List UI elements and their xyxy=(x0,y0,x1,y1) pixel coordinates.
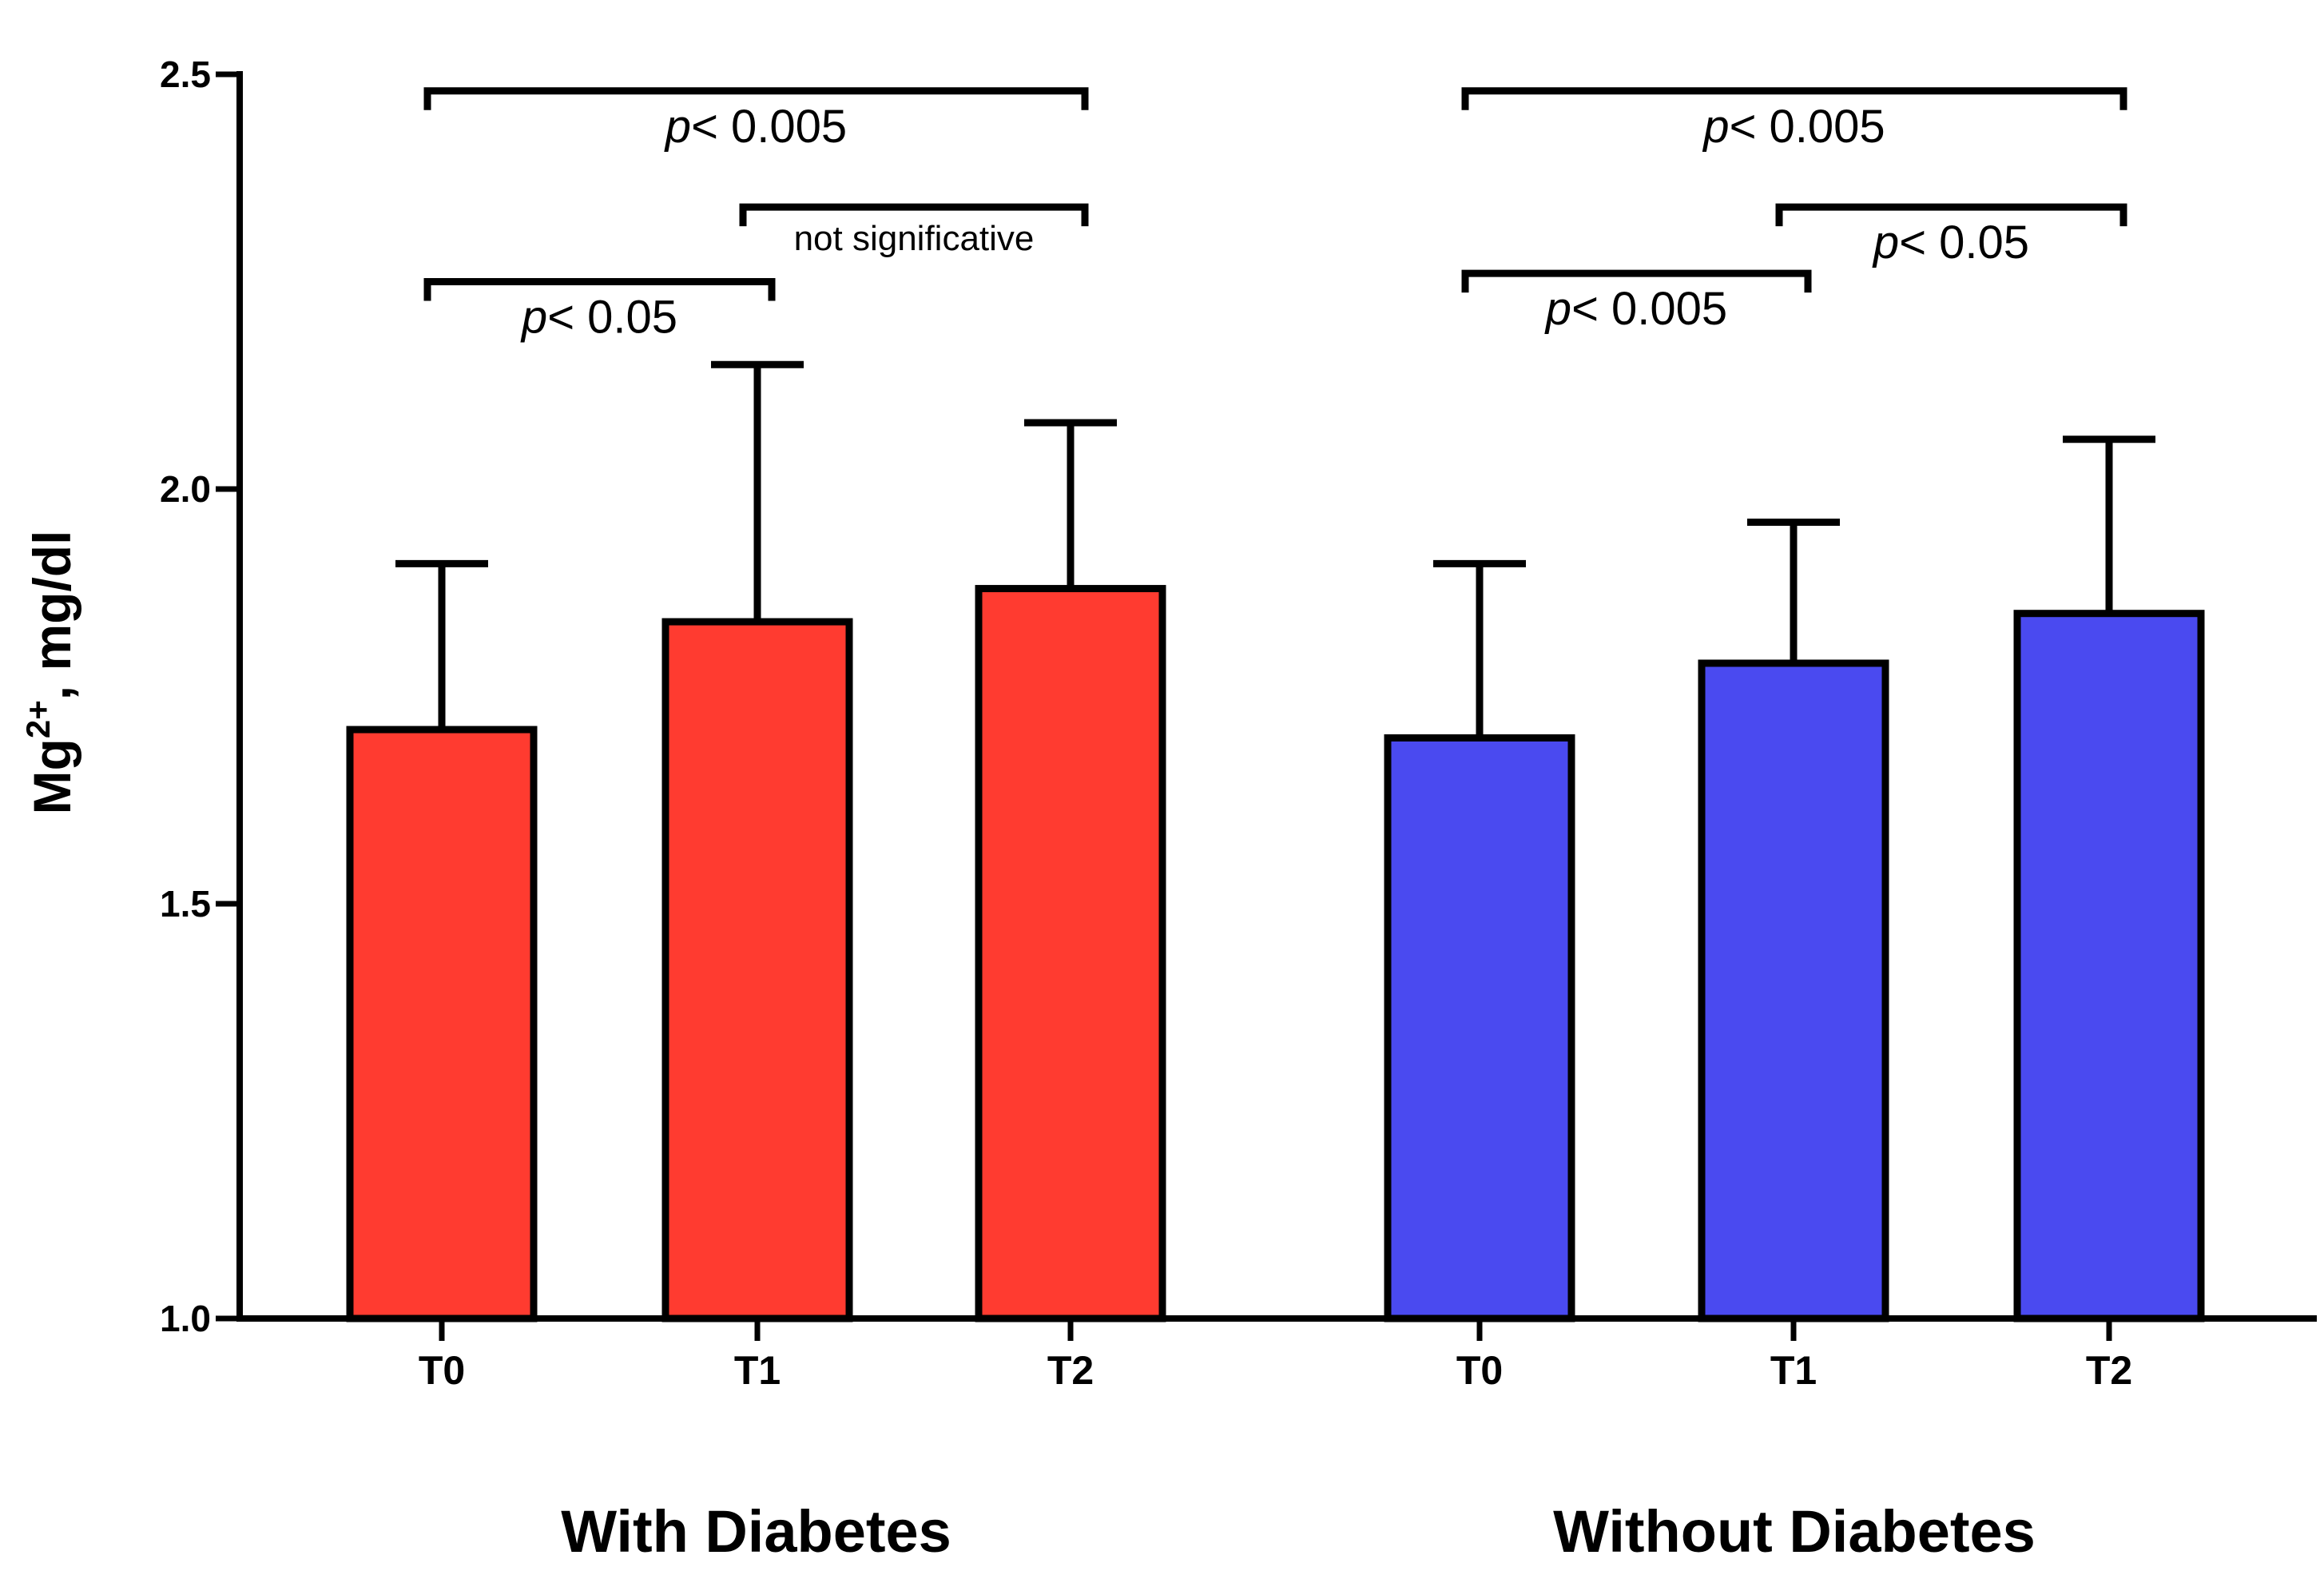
significance-bracket xyxy=(1461,269,1812,293)
x-tick-label: T0 xyxy=(1456,1348,1503,1393)
x-tick-label: T0 xyxy=(419,1348,465,1393)
significance-label: not significative xyxy=(794,219,1035,258)
bar xyxy=(975,585,1166,1322)
bar xyxy=(1698,659,1889,1322)
y-axis-label-main: Mg xyxy=(22,738,81,814)
bar xyxy=(346,726,538,1322)
group-label: Without Diabetes xyxy=(1553,1498,2036,1565)
y-axis-label-unit: , mg/dl xyxy=(22,531,81,701)
significance-label-p: p xyxy=(1702,101,1729,153)
x-tick-label: T2 xyxy=(1047,1348,1094,1393)
y-axis-label-superscript: 2+ xyxy=(19,700,57,738)
bar xyxy=(1384,734,1575,1322)
significance-label-p: p xyxy=(1544,283,1571,335)
significance-label: p< 0.05 xyxy=(1872,217,2029,268)
significance-label-value: < 0.05 xyxy=(547,292,677,344)
significance-label-p: p xyxy=(664,101,691,153)
axis-labels: T0 T1 T2 With Diabetes T0 T1 T2 Without Diabete… xyxy=(419,1348,2132,1565)
x-tick-label: T1 xyxy=(1770,1348,1817,1393)
significance-label: p< 0.005 xyxy=(1702,101,1885,153)
significance-label-p: p xyxy=(520,292,547,344)
significance-label: p< 0.005 xyxy=(1544,283,1727,335)
significance-label-value: < 0.005 xyxy=(1571,283,1727,335)
significance-label: p< 0.005 xyxy=(664,101,847,153)
y-tick-label: 1.5 xyxy=(160,883,211,925)
y-axis-title: Mg2+, mg/dl xyxy=(19,531,81,815)
significance-label-value: not significative xyxy=(794,219,1035,258)
significance-bracket xyxy=(1461,87,2127,110)
bar xyxy=(661,618,853,1322)
y-tick-label: 2.0 xyxy=(160,468,211,510)
x-tick-label: T2 xyxy=(2086,1348,2132,1393)
y-tick-label: 1.0 xyxy=(160,1298,211,1339)
x-tick-label: T1 xyxy=(734,1348,781,1393)
significance-bracket xyxy=(1775,203,2127,227)
y-tick-label: 2.5 xyxy=(160,54,211,95)
significance-label-value: < 0.005 xyxy=(691,101,847,153)
y-axis-label: Mg2+, mg/dl xyxy=(19,531,81,815)
significance-bracket xyxy=(739,203,1089,227)
significance-bracket xyxy=(423,87,1089,110)
bar xyxy=(2013,610,2205,1322)
significance-label: p< 0.05 xyxy=(520,292,677,344)
axes: 1.0 1.5 2.0 2.5 xyxy=(160,54,2317,1341)
significance-label-value: < 0.005 xyxy=(1730,101,1885,153)
group-label: With Diabetes xyxy=(561,1498,951,1565)
significance-label-p: p xyxy=(1872,217,1899,268)
significance-label-value: < 0.05 xyxy=(1899,217,2029,268)
bars xyxy=(346,360,2205,1322)
significance-bracket xyxy=(423,278,776,301)
